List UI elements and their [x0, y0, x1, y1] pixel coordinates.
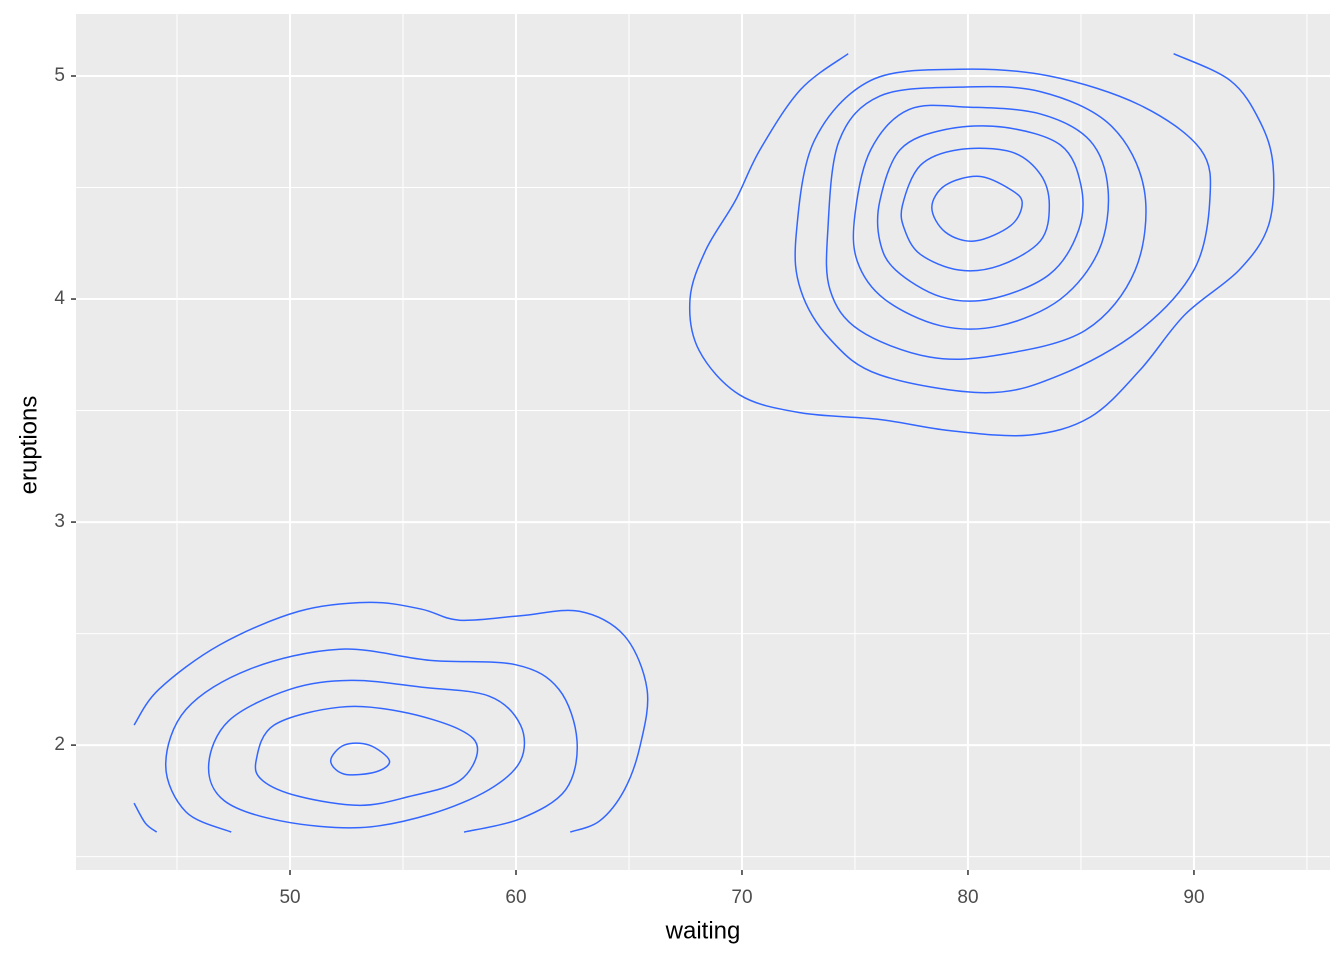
contour-line — [931, 175, 1023, 242]
x-axis-title: waiting — [665, 917, 741, 944]
y-tick-label: 4 — [54, 288, 65, 309]
x-tick-label: 60 — [505, 887, 526, 908]
contour-line — [900, 147, 1051, 272]
contour-line — [329, 742, 391, 776]
x-tick-label: 70 — [731, 887, 752, 908]
y-tick-label: 5 — [54, 65, 65, 86]
y-tick-label: 2 — [54, 734, 65, 755]
contour-line — [825, 85, 1147, 361]
contour-line — [164, 648, 578, 833]
contour-line — [794, 68, 1212, 394]
x-tick-label: 90 — [1183, 887, 1204, 908]
contour-line — [254, 705, 479, 807]
x-tick-label: 50 — [279, 887, 300, 908]
contour-line — [688, 53, 1275, 437]
contour-line — [133, 802, 158, 833]
panel-background — [76, 14, 1330, 870]
contour-line — [133, 601, 649, 833]
contour-line — [852, 104, 1110, 330]
y-tick-label: 3 — [54, 511, 65, 532]
x-tick-label: 80 — [957, 887, 978, 908]
y-axis-title: eruptions — [15, 396, 42, 495]
contour-line — [207, 679, 526, 829]
contour-line — [876, 125, 1084, 302]
